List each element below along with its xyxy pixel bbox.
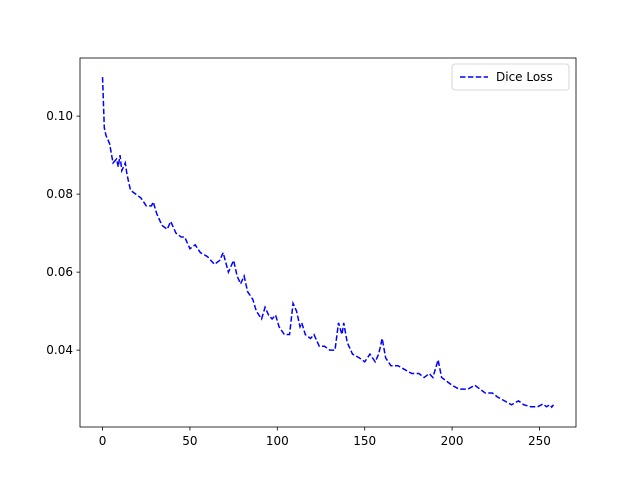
legend-box — [451, 63, 570, 91]
x-tick-label: 100 — [266, 434, 289, 448]
x-tick-label: 0 — [99, 434, 107, 448]
data-line — [101, 77, 555, 409]
x-tick-label: 200 — [441, 434, 464, 448]
plot-frame — [79, 57, 577, 428]
y-tick-label: 0.06 — [46, 265, 73, 279]
y-tick-label: 0.10 — [46, 109, 73, 123]
x-tick-label: 150 — [353, 434, 376, 448]
x-tick-label: 250 — [528, 434, 551, 448]
y-tick-label: 0.04 — [46, 343, 73, 357]
x-tick-label: 50 — [182, 434, 197, 448]
y-tick-label: 0.08 — [46, 187, 73, 201]
legend-label: Dice Loss — [496, 70, 553, 84]
